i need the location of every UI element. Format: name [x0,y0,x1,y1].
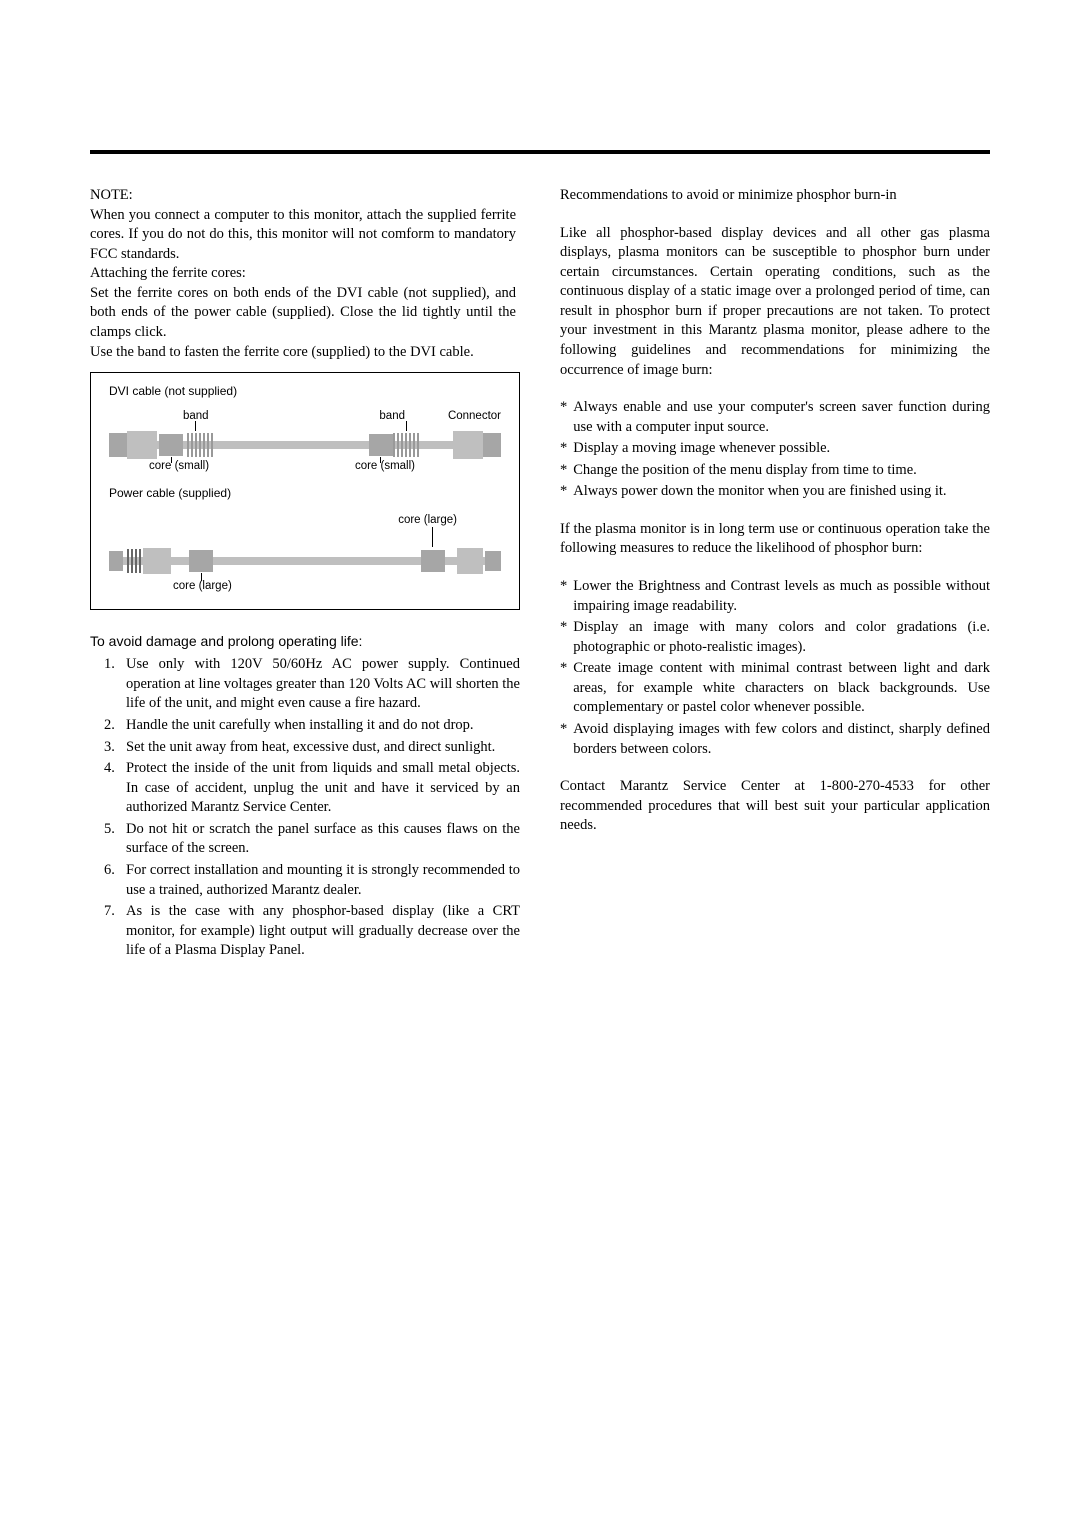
bullet-star: * [560,439,567,459]
list-number: 3. [104,738,118,758]
dvi-band-right [393,433,419,457]
label-connector: Connector [448,409,501,425]
attach-heading: Attaching the ferrite cores: [90,264,516,284]
power-shell-right [457,548,483,574]
list-number: 1. [104,655,118,714]
list-text: For correct installation and mounting it… [126,861,520,900]
list-text: Do not hit or scratch the panel surface … [126,820,520,859]
avoid-damage-list: 1.Use only with 120V 50/60Hz AC power su… [90,655,520,960]
list-text: Lower the Brightness and Contrast levels… [573,577,990,616]
avoid-damage-heading: To avoid damage and prolong operating li… [90,632,520,651]
list-item: * Display a moving image whenever possibl… [560,439,990,459]
list-text: Use only with 120V 50/60Hz AC power supp… [126,655,520,714]
burn-in-para-1: Like all phosphor-based display devices … [560,224,990,381]
power-cable-row: core (large) core (large) [109,511,501,591]
label-band-right: band [379,409,405,425]
list-text: Always power down the monitor when you a… [573,482,990,502]
note-body: When you connect a computer to this moni… [90,207,516,262]
bullet-star: * [560,618,567,657]
attach-p1: Set the ferrite cores on both ends of th… [90,284,516,343]
label-core-large-bottom: core (large) [173,579,232,595]
list-item: *Avoid displaying images with few colors… [560,720,990,759]
bullet-star: * [560,461,567,481]
dvi-cable-title: DVI cable (not supplied) [109,383,501,399]
burn-in-list-1: *Always enable and use your computer's s… [560,398,990,502]
list-number: 6. [104,861,118,900]
list-item: 1.Use only with 120V 50/60Hz AC power su… [90,655,520,714]
power-core-right [421,550,445,572]
list-text: Protect the inside of the unit from liqu… [126,759,520,818]
bullet-star: * [560,720,567,759]
dvi-band-left [187,433,213,457]
bullet-star: * [560,398,567,437]
list-number: 2. [104,716,118,736]
bullet-star: * [560,659,567,718]
left-column: NOTE: When you connect a computer to thi… [90,186,520,963]
list-item: 6.For correct installation and mounting … [90,861,520,900]
list-item: *Display an image with many colors and c… [560,618,990,657]
list-text: As is the case with any phosphor-based d… [126,902,520,961]
list-item: 3. Set the unit away from heat, excessive… [90,738,520,758]
list-text: Avoid displaying images with few colors … [573,720,990,759]
power-core-left [189,550,213,572]
note-label: NOTE: [90,187,133,203]
label-core-large-top: core (large) [398,513,457,529]
power-plug-right [485,551,501,571]
power-prongs [127,549,141,573]
label-core-small-right: core (small) [355,459,415,475]
list-text: Always enable and use your computer's sc… [573,398,990,437]
right-column: Recommendations to avoid or minimize pho… [560,186,990,963]
list-number: 7. [104,902,118,961]
list-item: 4.Protect the inside of the unit from li… [90,759,520,818]
burn-in-list-2: *Lower the Brightness and Contrast level… [560,577,990,759]
header-rule [90,150,990,154]
bullet-star: * [560,577,567,616]
list-item: * Always power down the monitor when you … [560,482,990,502]
list-text: Create image content with minimal contra… [573,659,990,718]
dvi-plug-right [483,433,501,457]
list-text: Display a moving image whenever possible… [573,439,990,459]
dvi-cable-row: band band Connector core (small) core (s… [109,403,501,471]
list-text: Handle the unit carefully when installin… [126,716,520,736]
ferrite-diagram: DVI cable (not supplied) band band Conne… [90,372,520,610]
list-item: *Create image content with minimal contr… [560,659,990,718]
list-text: Change the position of the menu display … [573,461,990,481]
dvi-core-right [369,434,393,456]
dvi-shell-right [453,431,483,459]
attach-p2: Use the band to fasten the ferrite core … [90,343,516,363]
burn-in-para-2: If the plasma monitor is in long term us… [560,520,990,559]
list-item: 5.Do not hit or scratch the panel surfac… [90,820,520,859]
list-text: Set the unit away from heat, excessive d… [126,738,520,758]
power-plug-left [109,551,123,571]
dvi-plug-left [109,433,127,457]
list-text: Display an image with many colors and co… [573,618,990,657]
two-column-layout: NOTE: When you connect a computer to thi… [90,186,990,963]
bullet-star: * [560,482,567,502]
list-number: 4. [104,759,118,818]
list-item: *Always enable and use your computer's s… [560,398,990,437]
list-item: *Lower the Brightness and Contrast level… [560,577,990,616]
contact-para: Contact Marantz Service Center at 1-800-… [560,777,990,836]
power-body [143,548,171,574]
list-item: * Change the position of the menu display… [560,461,990,481]
note-block: NOTE: When you connect a computer to thi… [90,186,520,362]
list-item: 2. Handle the unit carefully when install… [90,716,520,736]
dvi-core-left [159,434,183,456]
recommendations-heading: Recommendations to avoid or minimize pho… [560,186,990,206]
dvi-shell-left [127,431,157,459]
list-number: 5. [104,820,118,859]
list-item: 7.As is the case with any phosphor-based… [90,902,520,961]
label-core-small-left: core (small) [149,459,209,475]
power-cable-title: Power cable (supplied) [109,485,501,501]
